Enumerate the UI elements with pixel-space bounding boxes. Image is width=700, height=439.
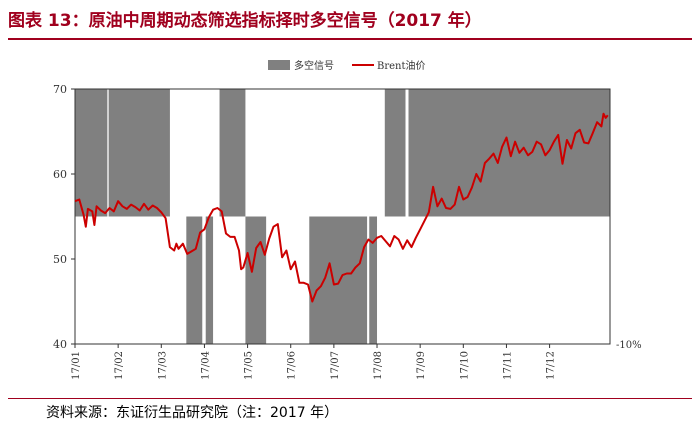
legend-label-signal: 多空信号 [294,59,334,72]
source-note: 资料来源：东证衍生品研究院（注：2017 年） [46,405,339,421]
figure-title: 图表 13：原油中周期动态筛选指标择时多空信号（2017 年） [8,11,482,31]
x-tick-label: 17/05 [244,351,255,380]
signal-bar-long [108,89,170,217]
secondary-axis-label: -10% [616,340,642,351]
signal-bar-short [186,216,203,344]
x-tick-label: 17/04 [200,351,211,380]
x-tick-label: 17/09 [416,351,427,380]
y-tick-label: 50 [53,253,67,266]
x-tick-label: 17/07 [330,351,341,380]
x-tick-label: 17/06 [287,351,298,380]
y-tick-label: 40 [53,338,67,351]
brent-price-line [74,112,609,303]
x-tick-label: 17/12 [546,351,557,380]
y-axis: 40 50 60 70 [53,83,75,351]
signal-bars [75,89,610,344]
x-axis: 17/01 17/02 17/03 17/04 17/05 17/06 17/07 17/08… [71,344,557,380]
plot-frame [74,88,611,345]
signal-bar-short [245,216,267,344]
title-rule [8,38,692,40]
x-tick-label: 17/11 [502,351,513,380]
signal-bar-short [309,216,368,344]
signal-bar-long [75,89,108,217]
y-tick-label: 60 [53,168,67,181]
y-tick-label: 70 [53,83,67,96]
x-tick-label: 17/10 [459,351,470,380]
source-rule [8,398,692,399]
x-tick-label: 17/08 [373,351,384,380]
signal-bar-short [205,216,214,344]
x-tick-label: 17/01 [71,351,82,380]
legend-label-line: Brent油价 [377,59,426,72]
signal-bar-long [219,89,246,217]
legend: 多空信号 Brent油价 [268,59,426,72]
x-tick-label: 17/02 [114,351,125,380]
x-tick-label: 17/03 [157,351,168,380]
signal-bar-long [384,89,406,217]
legend-swatch-signal [268,60,290,70]
signal-bar-short [369,216,378,344]
